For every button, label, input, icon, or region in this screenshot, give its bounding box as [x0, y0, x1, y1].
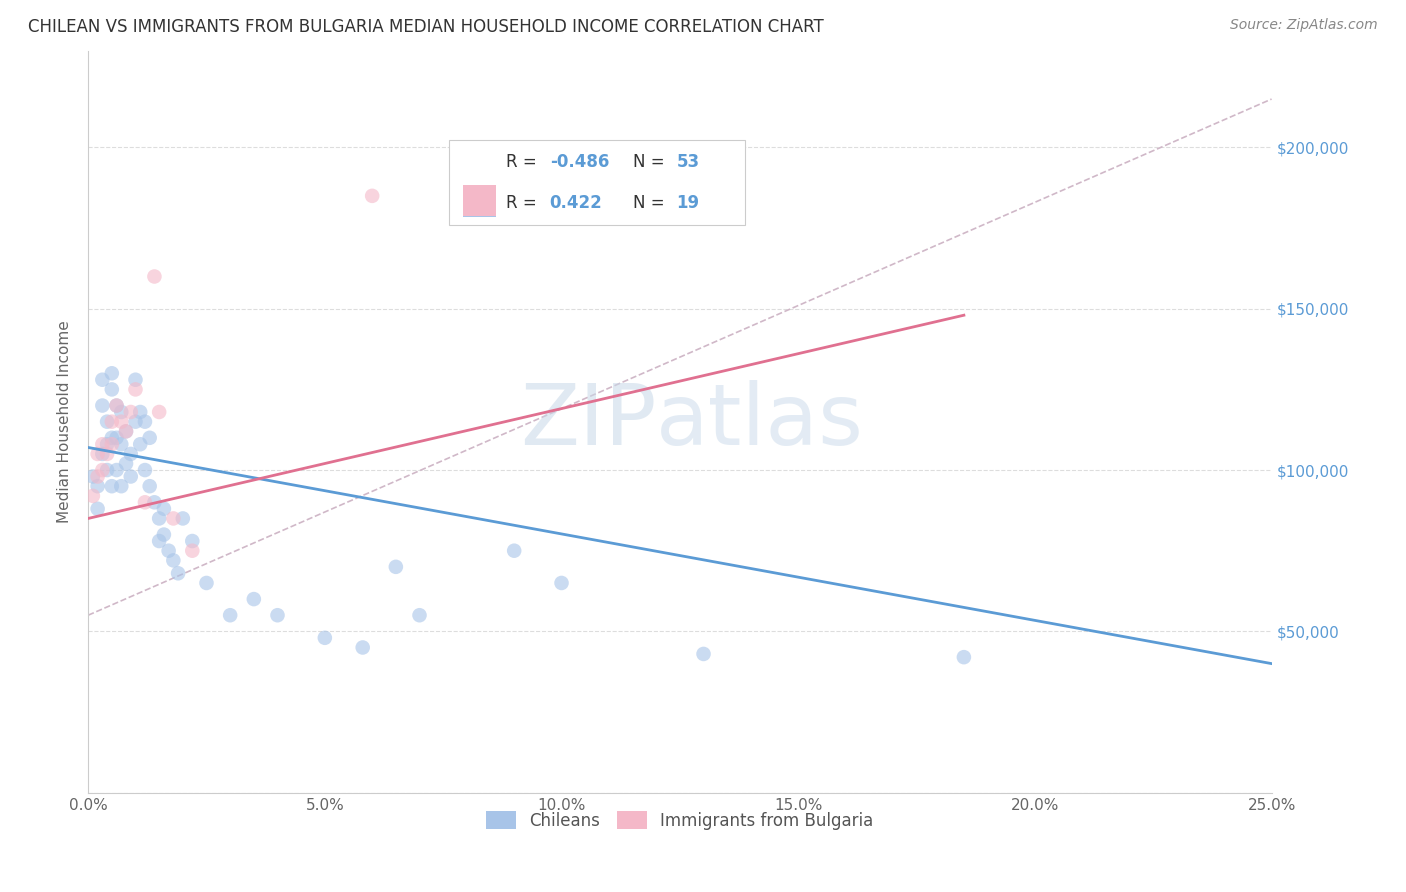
Point: [352, 640, 374, 655]
Point: [162, 553, 184, 567]
Point: [266, 608, 288, 623]
FancyBboxPatch shape: [464, 186, 496, 217]
Point: [167, 566, 190, 581]
Point: [91, 437, 114, 451]
Point: [110, 437, 132, 451]
Point: [162, 511, 184, 525]
Point: [134, 495, 156, 509]
Text: N =: N =: [633, 153, 669, 171]
Point: [153, 527, 176, 541]
Text: ZIP: ZIP: [520, 380, 657, 463]
Point: [181, 543, 204, 558]
Point: [148, 405, 170, 419]
Point: [96, 463, 118, 477]
Point: [120, 447, 142, 461]
Point: [115, 457, 138, 471]
Point: [143, 269, 166, 284]
Point: [105, 431, 128, 445]
Text: atlas: atlas: [657, 380, 865, 463]
Point: [110, 405, 132, 419]
Point: [105, 463, 128, 477]
Point: [138, 479, 160, 493]
Point: [361, 189, 384, 203]
Text: 53: 53: [676, 153, 699, 171]
Point: [138, 431, 160, 445]
Text: -0.486: -0.486: [550, 153, 609, 171]
Point: [91, 373, 114, 387]
Point: [953, 650, 976, 665]
Point: [101, 383, 124, 397]
Point: [91, 463, 114, 477]
Point: [115, 425, 138, 439]
Point: [105, 399, 128, 413]
Text: 0.422: 0.422: [550, 194, 602, 211]
Point: [153, 501, 176, 516]
Point: [408, 608, 430, 623]
Point: [134, 415, 156, 429]
Text: Source: ZipAtlas.com: Source: ZipAtlas.com: [1230, 18, 1378, 32]
Point: [91, 447, 114, 461]
Point: [129, 405, 152, 419]
Text: N =: N =: [633, 194, 669, 211]
Point: [550, 576, 572, 591]
Point: [91, 399, 114, 413]
Point: [110, 479, 132, 493]
Point: [314, 631, 336, 645]
Point: [101, 479, 124, 493]
Point: [134, 463, 156, 477]
Point: [86, 469, 108, 483]
Point: [148, 511, 170, 525]
Point: [82, 469, 104, 483]
Point: [101, 366, 124, 380]
Point: [101, 431, 124, 445]
Point: [120, 469, 142, 483]
Point: [86, 501, 108, 516]
Point: [148, 534, 170, 549]
Point: [219, 608, 242, 623]
Point: [157, 543, 180, 558]
Point: [124, 415, 146, 429]
Legend: Chileans, Immigrants from Bulgaria: Chileans, Immigrants from Bulgaria: [479, 805, 880, 837]
Point: [172, 511, 194, 525]
Point: [124, 373, 146, 387]
Point: [115, 425, 138, 439]
FancyBboxPatch shape: [464, 185, 496, 216]
Point: [129, 437, 152, 451]
FancyBboxPatch shape: [449, 140, 745, 225]
Text: R =: R =: [506, 153, 541, 171]
Point: [503, 543, 526, 558]
Point: [120, 405, 142, 419]
Point: [96, 415, 118, 429]
Point: [243, 592, 266, 607]
Text: CHILEAN VS IMMIGRANTS FROM BULGARIA MEDIAN HOUSEHOLD INCOME CORRELATION CHART: CHILEAN VS IMMIGRANTS FROM BULGARIA MEDI…: [28, 18, 824, 36]
Y-axis label: Median Household Income: Median Household Income: [58, 320, 72, 523]
Point: [96, 437, 118, 451]
Point: [110, 415, 132, 429]
Text: R =: R =: [506, 194, 547, 211]
Point: [105, 399, 128, 413]
Point: [143, 495, 166, 509]
Point: [86, 479, 108, 493]
Point: [181, 534, 204, 549]
Point: [86, 447, 108, 461]
Text: 19: 19: [676, 194, 699, 211]
Point: [101, 415, 124, 429]
Point: [124, 383, 146, 397]
Point: [692, 647, 714, 661]
Point: [101, 437, 124, 451]
Point: [82, 489, 104, 503]
Point: [385, 559, 408, 574]
Point: [195, 576, 218, 591]
Point: [96, 447, 118, 461]
